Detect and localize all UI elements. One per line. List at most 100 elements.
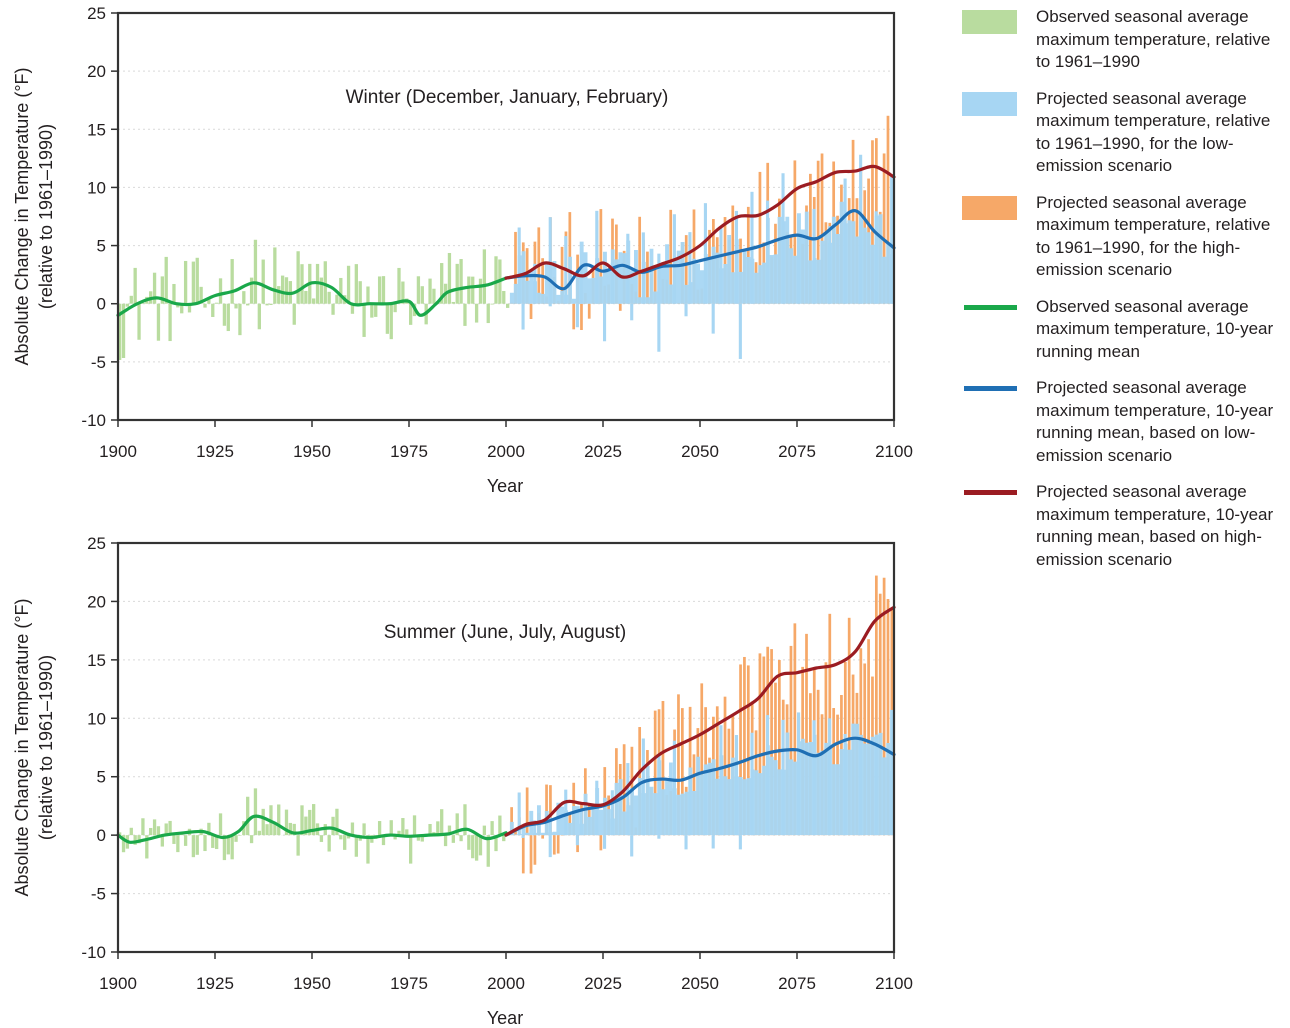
observed-bar [141,302,145,304]
observed-bar [440,809,444,836]
y-tick-label: 5 [97,237,106,256]
observed-bar [471,835,475,859]
observed-bar [288,822,293,836]
high-emission-bar [715,706,719,836]
low-emission-bar [603,835,607,849]
high-emission-bar [580,303,583,331]
low-emission-bar [548,817,552,836]
high-emission-bar [599,835,603,851]
low-emission-bar [626,233,630,304]
low-emission-bar [828,718,832,836]
high-emission-bar [618,303,622,311]
observed-bar [253,788,258,836]
y-tick-label: 10 [87,178,106,197]
high-emission-bar [739,664,742,836]
y-tick-label: -10 [81,943,106,962]
low-emission-bar [630,835,634,857]
observed-bar [172,835,176,844]
low-emission-bar [812,208,816,304]
observed-bar [273,823,277,836]
legend-label: Projected seasonal average maximum tempe… [1036,482,1274,569]
high-emission-bar [793,160,797,304]
observed-bar [218,278,223,304]
low-emission-running-mean-line [504,736,896,837]
high-emission-bar [746,665,750,836]
low-emission-bar [521,303,525,330]
high-emission-bar [700,683,704,836]
high-emission-bar [646,251,649,304]
observed-bar [226,303,230,332]
low-emission-bar [812,720,816,836]
low-emission-bar [688,777,692,836]
observed-bar [377,276,382,304]
observed-bar [319,277,324,304]
low-emission-bar [533,820,537,836]
observed-bar [467,276,471,304]
observed-bar [160,276,164,304]
observed-bar [502,835,506,842]
observed-bar [358,281,362,304]
observed-bar [176,303,180,308]
low-emission-bar [579,809,583,836]
observed-bar [377,821,382,836]
y-axis-label-secondary: (relative to 1961–1990) [36,124,56,309]
observed-bar [222,303,227,326]
observed-bar [129,827,133,836]
observed-bar [393,835,397,840]
observed-bar [246,796,250,836]
low-emission-bar [703,764,707,836]
observed-bar [300,264,304,304]
legend-label: Observed seasonal average maximum temper… [1036,7,1271,71]
observed-bar [187,303,192,313]
observed-bar [428,824,432,836]
low-emission-bar [859,736,863,836]
low-emission-bar [859,154,863,304]
observed-bar [432,288,436,304]
high-emission-bar [886,599,890,836]
observed-bar [490,303,494,305]
observed-bar [296,251,300,304]
low-emission-bar [711,303,715,334]
observed-bar [498,815,502,836]
observed-bar [381,276,386,304]
low-emission-bar [688,232,692,304]
y-tick-label: 0 [97,826,106,845]
observed-bar [226,835,230,855]
high-emission-bar [514,231,517,304]
high-emission-bar [874,575,878,836]
panel-title: Winter (December, January, February) [346,87,669,108]
high-emission-running-mean-line [504,164,896,280]
low-emission-bar [641,232,645,304]
observed-bar [327,835,331,852]
observed-bar [242,291,246,304]
observed-bar [168,820,172,836]
low-emission-bar [610,790,614,836]
legend-item-projected-high: Projected seasonal average maximum tempe… [962,192,1282,282]
observed-bar [401,281,405,304]
legend-item-low-mean: Projected seasonal average maximum tempe… [962,377,1282,467]
y-tick-label: 20 [87,592,106,611]
low-emission-bar [595,210,599,304]
observed-bar [284,809,289,836]
observed-bar [366,286,370,304]
observed-bar [502,291,506,304]
observed-bar [156,826,161,836]
observed-bar [152,819,157,836]
observed-bar [234,835,238,842]
low-emission-bar [843,733,847,836]
observed-bar [246,303,250,306]
observed-bar [478,835,483,856]
observed-bar [443,835,448,847]
observed-bar [253,239,258,304]
observed-bar [416,835,421,841]
observed-bar [428,278,432,304]
high-emission-bar [758,653,762,836]
y-tick-label: 5 [97,768,106,787]
observed-bar [222,835,227,861]
high-emission-bar [560,246,564,304]
low-emission-bar [750,732,754,836]
observed-bar [389,820,393,836]
low-emission-bar [548,303,552,307]
low-emission-bar [626,763,630,836]
